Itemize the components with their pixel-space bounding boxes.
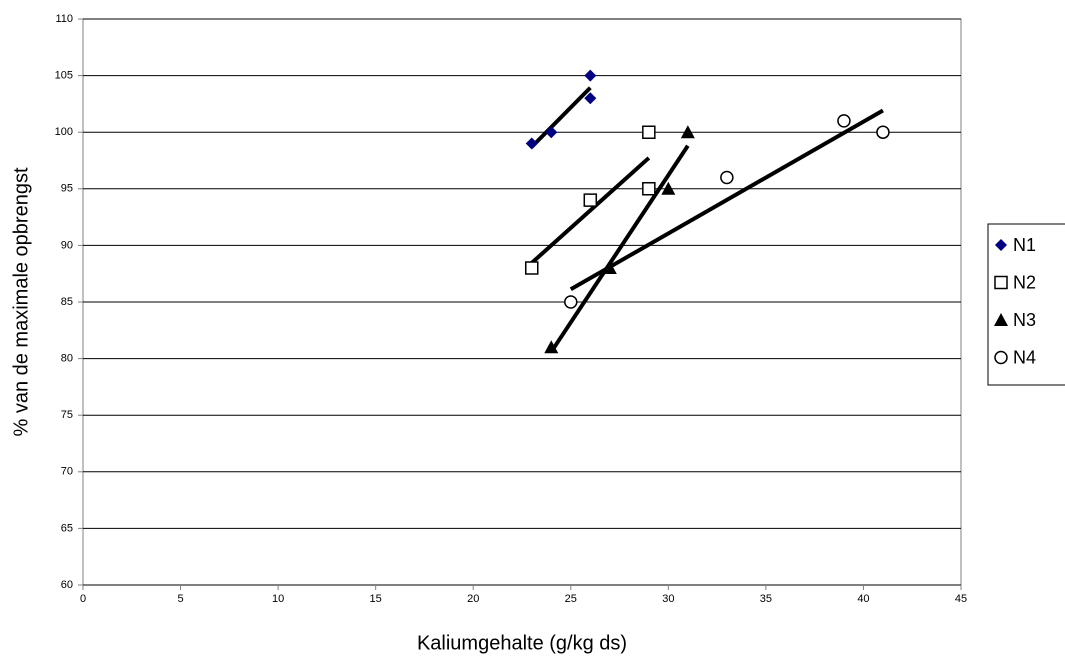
marker bbox=[642, 125, 656, 139]
x-tick-label: 35 bbox=[760, 593, 772, 605]
marker bbox=[680, 125, 695, 139]
x-tick-label: 20 bbox=[467, 593, 479, 605]
marker bbox=[545, 126, 558, 139]
marker bbox=[544, 340, 559, 354]
marker bbox=[994, 275, 1008, 290]
y-tick-label: 80 bbox=[61, 353, 73, 365]
marker bbox=[583, 193, 598, 207]
legend-text: N3 bbox=[1013, 310, 1036, 330]
y-tick-label: 60 bbox=[61, 579, 73, 591]
y-tick-label: 100 bbox=[55, 126, 73, 138]
marker bbox=[994, 350, 1008, 365]
x-tick-label: 30 bbox=[662, 593, 674, 605]
legend-text: N2 bbox=[1013, 272, 1036, 292]
marker bbox=[584, 69, 597, 82]
x-tick-label: 15 bbox=[370, 593, 382, 605]
marker bbox=[995, 239, 1007, 251]
y-tick-label: 110 bbox=[55, 13, 73, 25]
trend-line bbox=[549, 144, 690, 353]
trend-line bbox=[569, 108, 884, 292]
marker bbox=[876, 125, 890, 139]
x-tick-label: 45 bbox=[955, 593, 967, 605]
marker bbox=[525, 137, 538, 150]
marker bbox=[584, 92, 597, 105]
marker bbox=[642, 182, 656, 196]
marker bbox=[837, 114, 851, 128]
marker bbox=[994, 313, 1008, 326]
y-tick-label: 105 bbox=[55, 70, 73, 82]
y-tick-label: 90 bbox=[61, 239, 73, 251]
x-tick-label: 25 bbox=[565, 593, 577, 605]
y-tick-label: 85 bbox=[61, 296, 73, 308]
marker bbox=[602, 261, 617, 275]
marker bbox=[720, 170, 734, 185]
x-axis-title: Kaliumgehalte (g/kg ds) bbox=[417, 632, 627, 654]
y-tick-label: 95 bbox=[61, 183, 73, 195]
y-tick-label: 70 bbox=[61, 466, 73, 478]
y-axis-title: % van de maximale opbrengst bbox=[10, 167, 32, 436]
x-tick-label: 5 bbox=[177, 593, 183, 605]
legend-text: N4 bbox=[1013, 347, 1036, 367]
trend-line bbox=[530, 156, 651, 265]
trend-line bbox=[530, 86, 592, 149]
legend: N1 N2 N3 N4 bbox=[987, 223, 1065, 386]
x-tick-label: 0 bbox=[80, 593, 86, 605]
x-tick-label: 10 bbox=[272, 593, 284, 605]
marker bbox=[661, 181, 676, 195]
x-tick-label: 40 bbox=[857, 593, 869, 605]
legend-text: N1 bbox=[1013, 235, 1036, 255]
marker bbox=[564, 295, 578, 309]
marker bbox=[525, 261, 539, 275]
y-tick-label: 65 bbox=[61, 522, 73, 534]
y-tick-label: 75 bbox=[61, 409, 73, 421]
